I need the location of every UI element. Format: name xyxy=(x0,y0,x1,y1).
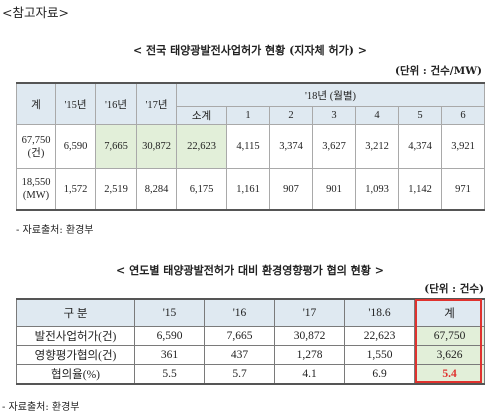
row-total-mw: 18,550 (MW) xyxy=(16,168,56,211)
cell-month: 1,142 xyxy=(398,168,442,211)
row-label: 발전사업허가(건) xyxy=(16,326,135,346)
cell-value: 22,623 xyxy=(344,326,415,346)
header-month: 2 xyxy=(269,106,313,125)
row-label: 협의율(%) xyxy=(16,364,135,385)
cell-value: 5.7 xyxy=(204,364,275,385)
table-row: 협의율(%) 5.5 5.7 4.1 6.9 5.4 xyxy=(16,364,485,385)
header-2015: '15년 xyxy=(55,82,96,125)
cell-month: 971 xyxy=(440,168,486,211)
cell-value: 30,872 xyxy=(274,326,345,346)
cell-value: 437 xyxy=(204,345,275,365)
table1-title: < 전국 태양광발전사업허가 현황 (지자체 허가) > xyxy=(133,44,367,57)
reference-label: <참고자료> xyxy=(2,5,69,20)
solar-permit-table: 계 '15년 '16년 '17년 '18년 (월별) 소계 1 2 3 4 5 … xyxy=(16,82,486,211)
table-row: 67,750 (건) 6,590 7,665 30,872 22,623 4,11… xyxy=(16,124,486,169)
header-year: '17 xyxy=(274,298,345,327)
cell-month: 901 xyxy=(312,168,356,211)
cell-total-rate: 5.4 xyxy=(414,364,485,385)
cell-value: 1,278 xyxy=(274,345,345,365)
header-year: '15 xyxy=(134,298,205,327)
table2-unit: (단위 : 건수) xyxy=(424,283,484,295)
table1-source: - 자료출처: 환경부 xyxy=(16,225,94,236)
cell-2017: 30,872 xyxy=(136,124,177,169)
cell-value: 6,590 xyxy=(134,326,205,346)
cell-2016: 7,665 xyxy=(95,124,137,169)
cell-value: 7,665 xyxy=(204,326,275,346)
header-month: 6 xyxy=(440,106,486,125)
cell-2015: 6,590 xyxy=(55,124,96,169)
cell-month: 907 xyxy=(269,168,313,211)
header-month: 4 xyxy=(355,106,399,125)
header-2016: '16년 xyxy=(95,82,137,125)
cell-value: 1,550 xyxy=(344,345,415,365)
cell-2017: 8,284 xyxy=(136,168,177,211)
cell-month: 1,093 xyxy=(355,168,399,211)
cell-total: 67,750 xyxy=(414,326,485,346)
table-row: 영향평가협의(건) 361 437 1,278 1,550 3,626 xyxy=(16,345,485,365)
cell-month: 3,921 xyxy=(440,124,486,169)
header-total: 계 xyxy=(414,298,485,327)
header-2017: '17년 xyxy=(136,82,177,125)
header-subtotal: 소계 xyxy=(176,106,227,125)
cell-month: 4,374 xyxy=(398,124,442,169)
eia-consultation-table: 구 분 '15 '16 '17 '18.6 계 발전사업허가(건) 6,590 … xyxy=(16,298,485,385)
cell-subtotal: 6,175 xyxy=(176,168,227,211)
header-2018-monthly: '18년 (월별) xyxy=(175,82,486,107)
cell-value: 361 xyxy=(134,345,205,365)
table-row: 발전사업허가(건) 6,590 7,665 30,872 22,623 67,7… xyxy=(16,326,485,346)
header-month: 1 xyxy=(226,106,270,125)
cell-month: 4,115 xyxy=(226,124,270,169)
cell-total: 3,626 xyxy=(414,345,485,365)
header-month: 5 xyxy=(398,106,442,125)
header-month: 3 xyxy=(312,106,356,125)
cell-month: 3,627 xyxy=(312,124,356,169)
cell-2015: 1,572 xyxy=(55,168,96,211)
table-row: 18,550 (MW) 1,572 2,519 8,284 6,175 1,161… xyxy=(16,168,486,211)
cell-2016: 2,519 xyxy=(95,168,137,211)
cell-value: 6.9 xyxy=(344,364,415,385)
cell-month: 1,161 xyxy=(226,168,270,211)
header-year: '16 xyxy=(204,298,275,327)
header-total: 계 xyxy=(16,82,56,125)
table1-unit: (단위 : 건수/MW) xyxy=(394,65,482,77)
table2-title: < 연도별 태양광발전허가 대비 환경영향평가 협의 현황 > xyxy=(116,264,384,277)
row-label: 영향평가협의(건) xyxy=(16,345,135,365)
header-category: 구 분 xyxy=(16,298,135,327)
cell-value: 5.5 xyxy=(134,364,205,385)
cell-month: 3,212 xyxy=(355,124,399,169)
cell-month: 3,374 xyxy=(269,124,313,169)
header-year: '18.6 xyxy=(344,298,415,327)
table2-source: - 자료출처: 환경부 xyxy=(2,402,80,413)
row-total-count: 67,750 (건) xyxy=(16,124,56,169)
cell-value: 4.1 xyxy=(274,364,345,385)
cell-subtotal: 22,623 xyxy=(176,124,227,169)
